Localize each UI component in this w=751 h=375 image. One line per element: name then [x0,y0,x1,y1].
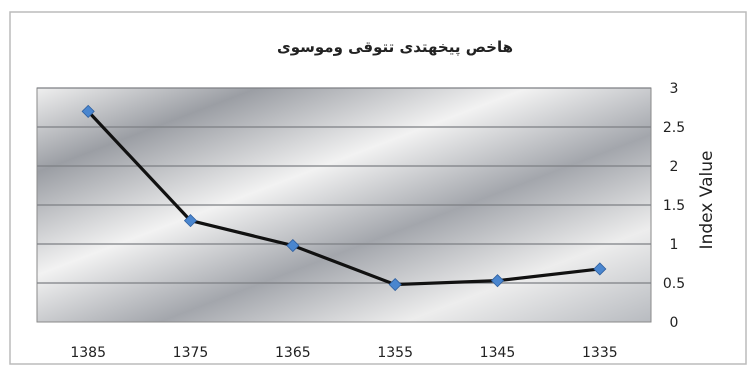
series-line [86,109,602,287]
y-tick-label: 2 [670,159,679,175]
y-axis-ticks: 0 0.5 1 1.5 2 2.5 3 [663,81,685,331]
x-tick-label: 1345 [480,345,516,361]
y-axis-label: Index Value [697,151,717,250]
y-tick-label: 3 [670,81,679,97]
data-point-marker [286,238,300,253]
y-tick-label: 1.5 [663,198,685,214]
data-point-marker [183,214,198,228]
x-tick-label: 1355 [377,345,413,361]
chart-title: هاخص پیخهتدی تتوقی وموسوی [277,38,513,57]
x-tick-label: 1385 [70,345,106,361]
x-tick-label: 1335 [582,345,618,361]
x-tick-label: 1365 [275,345,311,361]
y-tick-label: 2.5 [663,120,685,136]
gridlines [37,87,651,284]
x-axis-ticks: 1385 1375 1365 1355 1345 1335 [70,345,617,361]
data-point-marker [81,104,95,118]
series-layer [81,104,607,292]
y-tick-label: 0.5 [663,276,685,292]
data-point-marker [593,262,607,276]
y-tick-label: 0 [670,315,679,331]
x-tick-label: 1375 [173,345,209,361]
data-point-marker [388,277,402,292]
y-tick-label: 1 [670,237,679,253]
data-point-marker [490,274,505,288]
